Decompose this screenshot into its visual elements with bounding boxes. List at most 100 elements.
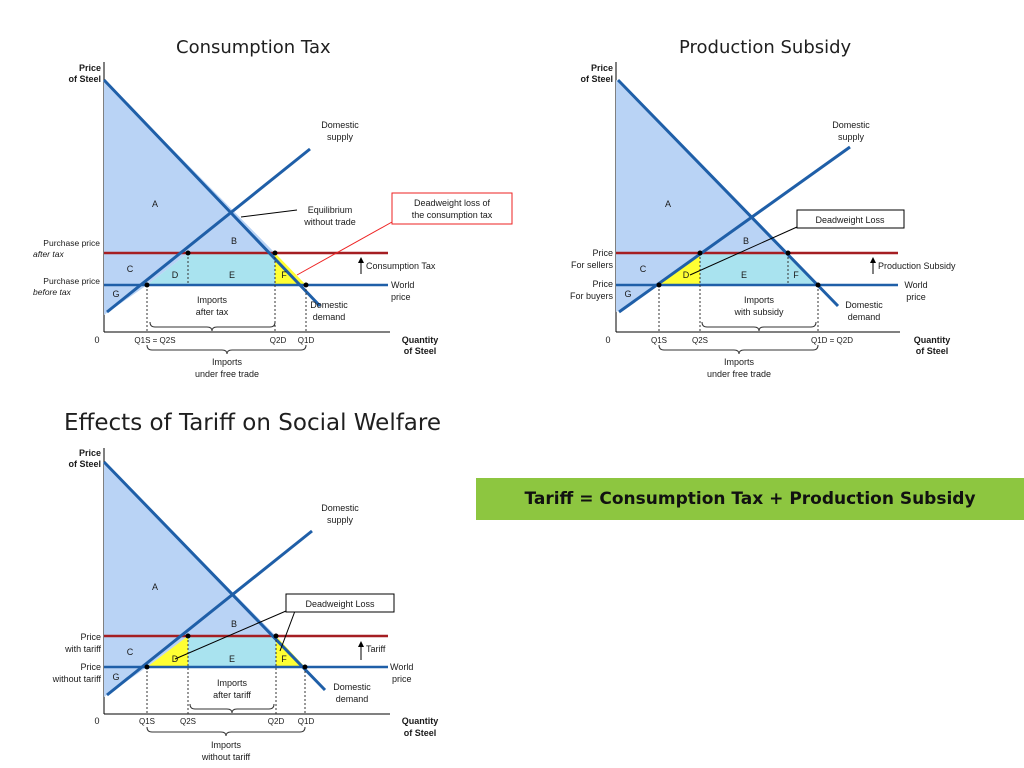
- label-F: F: [281, 270, 287, 280]
- dwl-pointer-d: [174, 610, 287, 660]
- subsidy-label: Production Subsidy: [878, 261, 956, 271]
- supply-label-1: Domestic: [832, 120, 870, 130]
- world-price-2: price: [392, 674, 412, 684]
- supply-label-1: Domestic: [321, 120, 359, 130]
- label-B: B: [231, 236, 237, 246]
- price-tariff-2: with tariff: [64, 644, 101, 654]
- label-G: G: [112, 289, 119, 299]
- label-E: E: [229, 654, 235, 664]
- demand-label-2: demand: [336, 694, 369, 704]
- brace-imports-after-tax: [149, 321, 276, 332]
- supply-label-2: supply: [327, 515, 354, 525]
- xlabel-line2: of Steel: [916, 346, 949, 356]
- demand-curve: [102, 460, 327, 692]
- area-E: [188, 253, 275, 285]
- ylabel-line2: of Steel: [68, 74, 101, 84]
- label-A: A: [152, 582, 158, 592]
- label-B: B: [231, 619, 237, 629]
- ylabel-line1: Price: [79, 63, 101, 73]
- supply-curve: [106, 147, 311, 314]
- brace1-2: after tariff: [213, 690, 251, 700]
- brace1-2: after tax: [196, 307, 229, 317]
- demand-label-2: demand: [313, 312, 346, 322]
- label-D: D: [172, 654, 179, 664]
- demand-label-1: Domestic: [333, 682, 371, 692]
- price-buyers-1: Price: [592, 279, 613, 289]
- label-F: F: [793, 270, 799, 280]
- dot-4: [815, 282, 821, 288]
- world-price-1: World: [391, 280, 414, 290]
- brace-imports-subsidy: [701, 321, 817, 332]
- xlabel-line2: of Steel: [404, 728, 437, 738]
- label-A: A: [152, 199, 158, 209]
- demand-curve: [616, 78, 840, 308]
- tick-q1d: Q1D: [298, 336, 315, 345]
- brace-imports-free-trade: [146, 344, 307, 355]
- price-after-tax-1: Purchase price: [43, 238, 100, 248]
- brace1-1: Imports: [744, 295, 775, 305]
- price-sellers-2: For sellers: [571, 260, 614, 270]
- chart-title-tariff: Effects of Tariff on Social Welfare: [64, 410, 441, 436]
- dwl-box: [285, 593, 395, 613]
- consumption-tax-label: Consumption Tax: [366, 261, 436, 271]
- demand-label-1: Domestic: [310, 300, 348, 310]
- brace-imports-free-trade: [658, 344, 819, 355]
- demand-curve: [102, 78, 322, 308]
- dot-4: [303, 282, 309, 288]
- area-E: [188, 636, 276, 667]
- dwl-text: Deadweight Loss: [815, 215, 885, 225]
- dwl-text-1: Deadweight loss of: [414, 198, 491, 208]
- brace2-1: Imports: [211, 740, 242, 750]
- area-F: [275, 253, 306, 285]
- supply-label-2: supply: [838, 132, 865, 142]
- dwl-text-2: the consumption tax: [412, 210, 493, 220]
- ylabel-line1: Price: [79, 448, 101, 458]
- brace2-1: Imports: [212, 357, 243, 367]
- brace1-1: Imports: [197, 295, 228, 305]
- dot-3: [656, 282, 662, 288]
- world-price-1: World: [390, 662, 413, 672]
- dot-2: [785, 250, 791, 256]
- label-G: G: [624, 289, 631, 299]
- price-after-tax-2: after tax: [33, 249, 64, 259]
- supply-curve: [106, 529, 313, 697]
- tick-q1d-q2d: Q1D = Q2D: [811, 336, 853, 345]
- brace1-1: Imports: [217, 678, 248, 688]
- dot-1: [185, 250, 191, 256]
- tick-q1s-q2s: Q1S = Q2S: [134, 336, 175, 345]
- tariff-label: Tariff: [366, 644, 386, 654]
- xlabel-line2: of Steel: [404, 346, 437, 356]
- label-F: F: [281, 654, 287, 664]
- area-D: [147, 253, 188, 285]
- tick-q1s: Q1S: [139, 717, 155, 726]
- price-before-tax-2: before tax: [33, 287, 72, 297]
- label-A: A: [665, 199, 671, 209]
- supply-label-1: Domestic: [321, 503, 359, 513]
- tick-q2s: Q2S: [180, 717, 196, 726]
- dot-1: [185, 633, 191, 639]
- area-D: [147, 636, 188, 667]
- dwl-pointer: [296, 221, 393, 276]
- price-no-tariff-2: without tariff: [52, 674, 102, 684]
- xlabel-line1: Quantity: [402, 335, 439, 345]
- dwl-pointer: [689, 226, 798, 276]
- ylabel-line1: Price: [591, 63, 613, 73]
- world-price-2: price: [391, 292, 411, 302]
- brace2-2: under free trade: [195, 369, 259, 379]
- origin: 0: [94, 335, 99, 345]
- dot-4: [302, 664, 308, 670]
- label-C: C: [127, 264, 134, 274]
- dwl-pointer-f: [279, 610, 296, 652]
- tick-q2s: Q2S: [692, 336, 708, 345]
- equilibrium-1: Equilibrium: [308, 205, 353, 215]
- supply-label-2: supply: [327, 132, 354, 142]
- label-D: D: [683, 270, 690, 280]
- dwl-box: [796, 209, 905, 229]
- label-C: C: [127, 647, 134, 657]
- area-C: [104, 253, 188, 285]
- world-price-2: price: [906, 292, 926, 302]
- dwl-text: Deadweight Loss: [305, 599, 375, 609]
- price-no-tariff-1: Price: [80, 662, 101, 672]
